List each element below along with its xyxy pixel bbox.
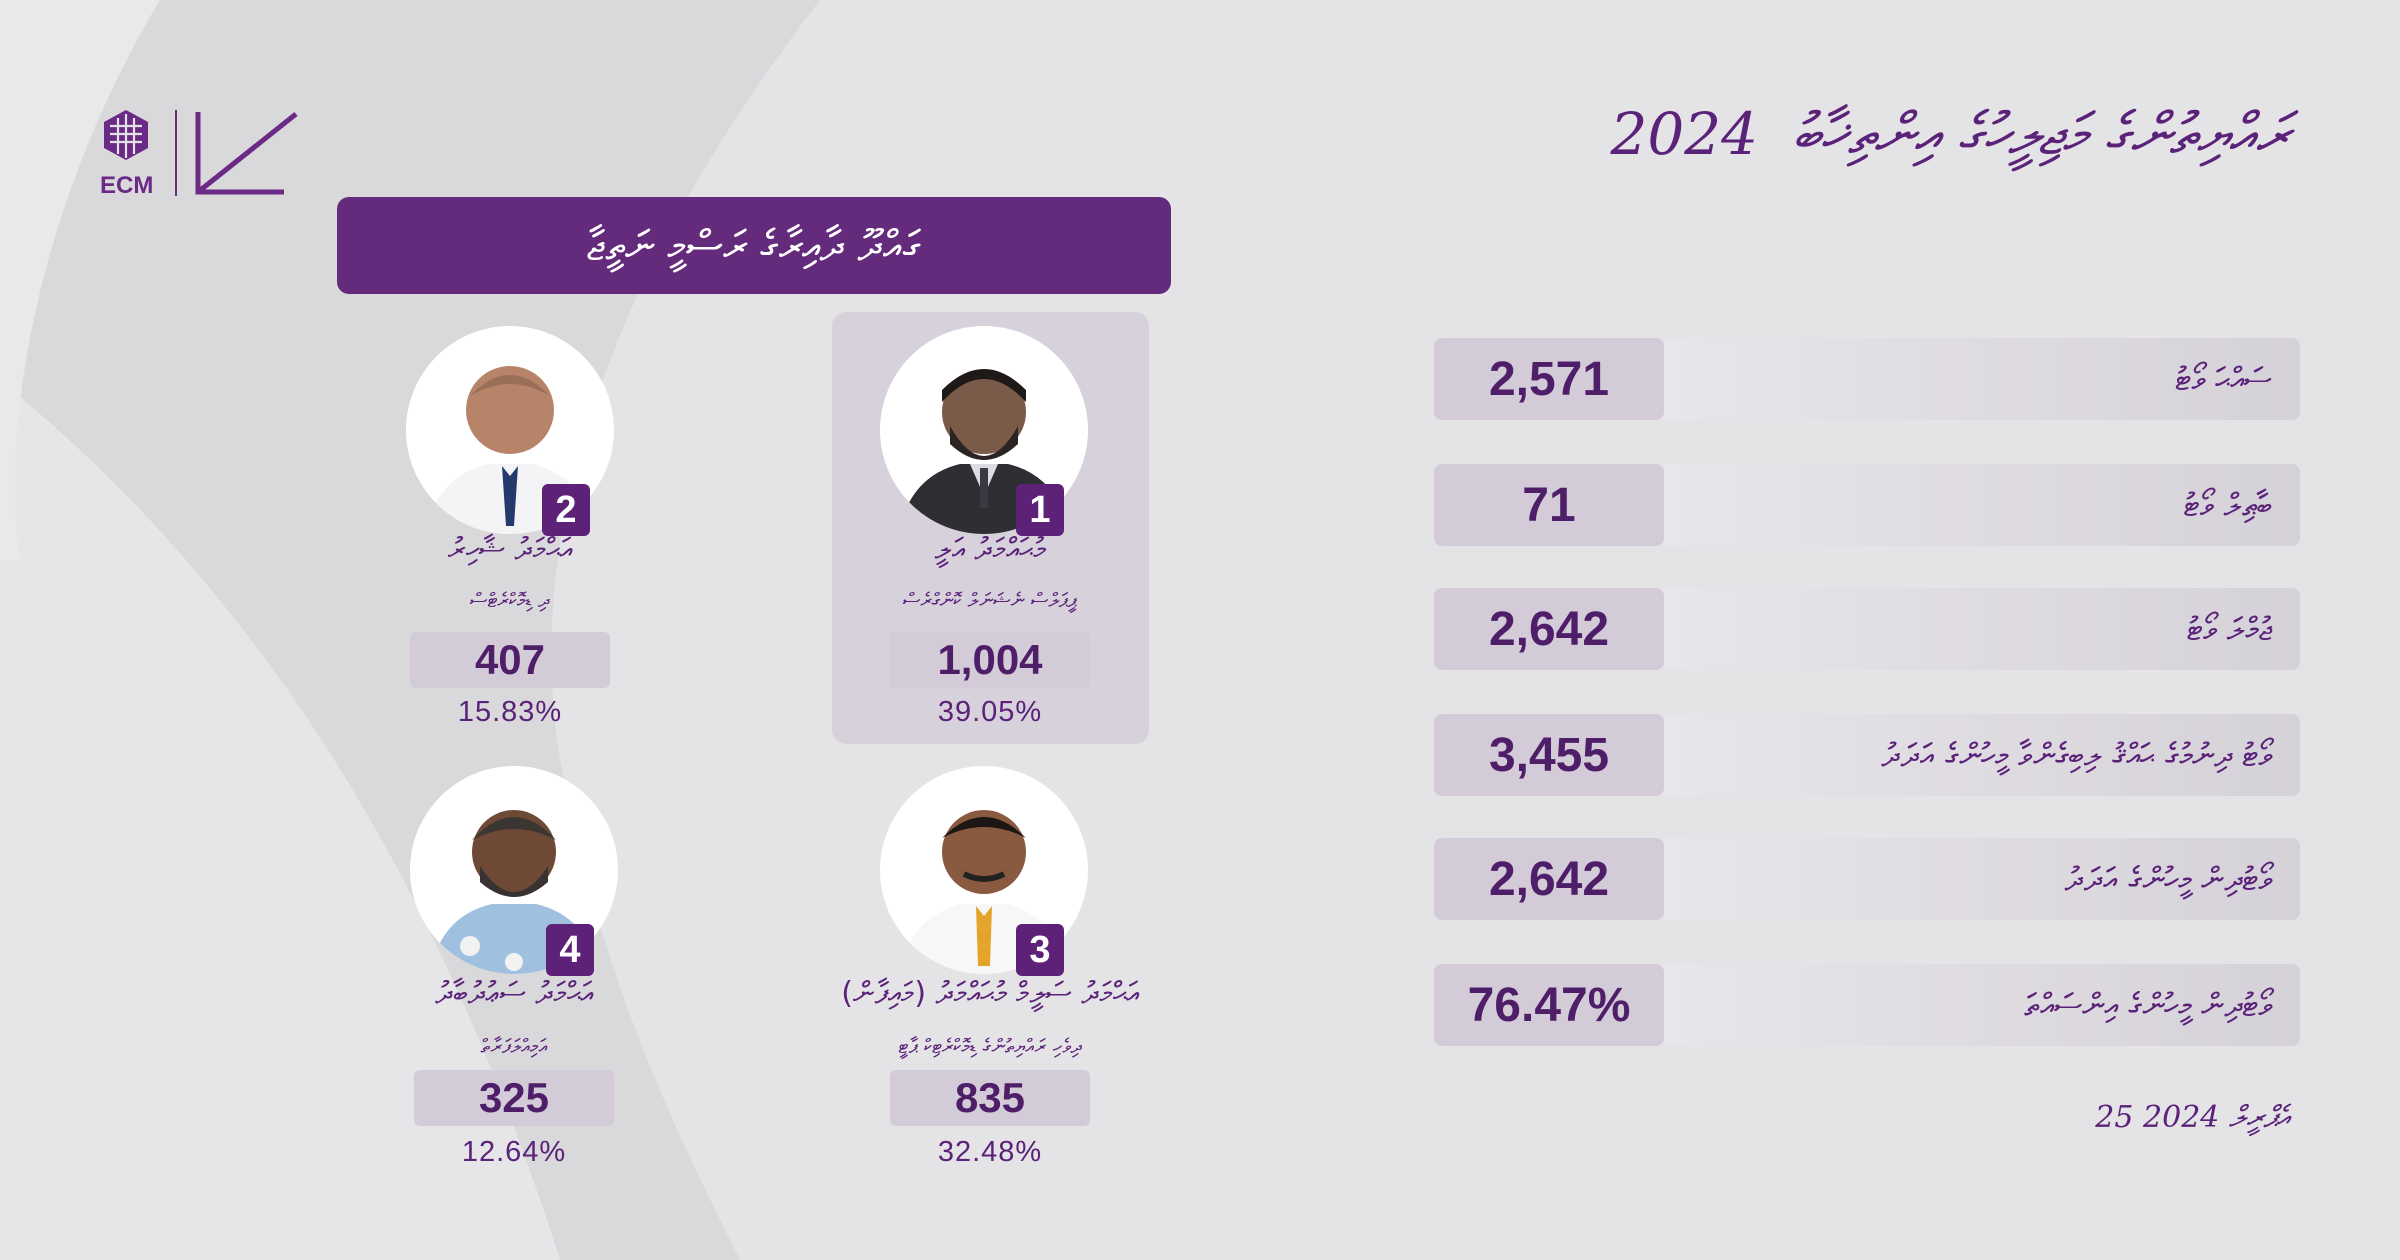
stat-row-eligible-voters: 3,455 ވޯޓު ދިނުމުގެ ޙައްޤު ލިބިގެންވާ މީ…: [1434, 714, 2300, 796]
banner-title: ގައްދޫ ދާއިރާގެ ރަސްމީ ނަތީޖާ: [586, 220, 922, 270]
stat-value: 2,642: [1434, 838, 1664, 920]
candidate-2-percent: 15.83%: [457, 696, 563, 728]
candidate-2-number: 2: [542, 484, 590, 536]
stat-row-turnout: 76.47% ވޯޓުދިން މީހުންގެ އިންސައްތަ: [1434, 964, 2300, 1046]
candidate-2-name: އަޙްމަދު ޝާހިރު: [447, 532, 573, 567]
candidate-4-party: އަމިއްލަފަރާތް: [480, 1034, 548, 1058]
stat-row-invalid-votes: 71 ބާޠިލް ވޯޓު: [1434, 464, 2300, 546]
candidate-2-party: ދި ޑިމޮކްރެޓްސް: [469, 588, 551, 612]
candidate-4-votes: 325: [414, 1070, 614, 1126]
stat-label: ބާޠިލް ވޯޓު: [2183, 485, 2272, 524]
candidate-2-votes: 407: [410, 632, 610, 688]
stat-label: ވޯޓުދިން މީހުންގެ އިންސައްތަ: [2024, 985, 2272, 1024]
candidate-4-number: 4: [546, 924, 594, 976]
candidate-3-votes: 835: [890, 1070, 1090, 1126]
candidate-3-party: ދިވެހި ރައްޔިތުންގެ ޑިމޮކްރެޓިކް ޕާޓީ: [898, 1034, 1082, 1058]
date-text: 25 އެޕްރީލް 2024: [2095, 1100, 2290, 1135]
ecm-logo-icon: [104, 110, 298, 196]
stat-label: ވޯޓު ދިނުމުގެ ޙައްޤު ލިބިގެންވާ މީހުންގެ…: [1881, 735, 2272, 774]
stat-value: 76.47%: [1434, 964, 1664, 1046]
stat-value: 2,642: [1434, 588, 1664, 670]
stat-label: ސައްޙަ ވޯޓު: [2175, 359, 2272, 398]
candidate-4-name: އަޙްމަދު ސަޢުދުބާދު: [435, 976, 593, 1011]
constituency-banner: ގައްދޫ ދާއިރާގެ ރަސްމީ ނަތީޖާ: [337, 197, 1171, 294]
stat-label: ވޯޓުދިން މީހުންގެ އަދަދު: [2064, 859, 2272, 898]
candidate-3-name: އަޙްމަދު ސަލީމް މުޙައްމަދު (މައިފާން): [841, 976, 1139, 1011]
page-title: ރައްޔިތުންގެ މަޖިލީހުގެ އިންތިޚާބު 2024: [1610, 100, 2290, 169]
page-title-text: ރައްޔިތުންގެ މަޖިލީހުގެ އިންތިޚާބު: [1792, 100, 2290, 168]
candidate-1-percent: 39.05%: [937, 696, 1043, 728]
stat-row-total-votes: 2,642 ޖުމްލަ ވޯޓު: [1434, 588, 2300, 670]
candidate-1-party: ޕީޕަލްސް ނެޝަނަލް ކޮންގްރެސް: [902, 588, 1078, 612]
stat-row-voters-count: 2,642 ވޯޓުދިން މީހުންގެ އަދަދު: [1434, 838, 2300, 920]
page-title-year: 2024: [1610, 100, 1759, 168]
candidate-1-name: މުޙައްމަދު އަލީ: [934, 532, 1046, 567]
stat-value: 2,571: [1434, 338, 1664, 420]
candidate-4-percent: 12.64%: [461, 1136, 567, 1168]
candidate-3-number: 3: [1016, 924, 1064, 976]
stat-label: ޖުމްލަ ވޯޓު: [2186, 609, 2272, 648]
candidate-3-percent: 32.48%: [937, 1136, 1043, 1168]
ecm-wordmark: ECM: [100, 172, 154, 199]
stat-value: 3,455: [1434, 714, 1664, 796]
stat-row-valid-votes: 2,571 ސައްޙަ ވޯޓު: [1434, 338, 2300, 420]
candidate-1-votes: 1,004: [890, 632, 1090, 688]
stat-value: 71: [1434, 464, 1664, 546]
candidate-1-number: 1: [1016, 484, 1064, 536]
